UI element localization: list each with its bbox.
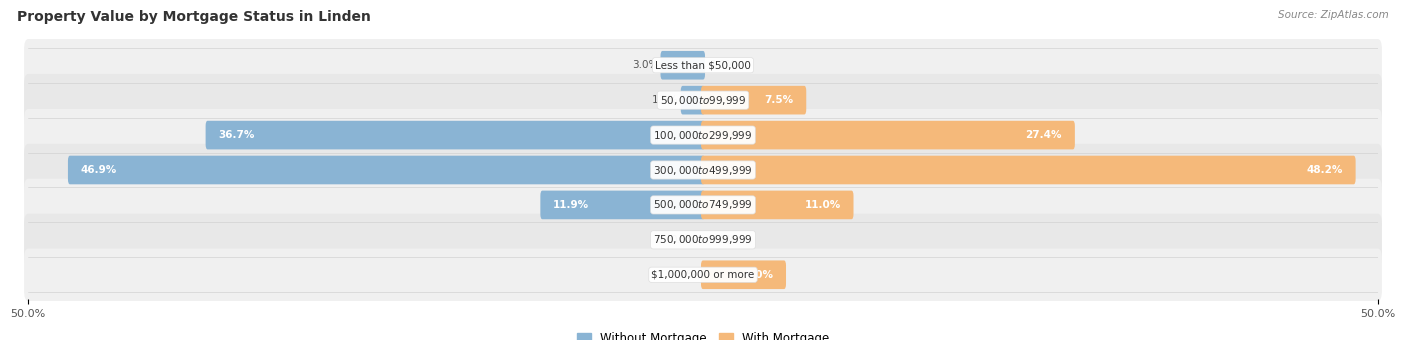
FancyBboxPatch shape	[540, 191, 704, 219]
FancyBboxPatch shape	[24, 39, 1382, 91]
FancyBboxPatch shape	[24, 179, 1382, 231]
Text: $750,000 to $999,999: $750,000 to $999,999	[654, 233, 752, 246]
Text: Less than $50,000: Less than $50,000	[655, 60, 751, 70]
Text: Source: ZipAtlas.com: Source: ZipAtlas.com	[1278, 10, 1389, 20]
FancyBboxPatch shape	[24, 74, 1382, 126]
Text: 0.0%: 0.0%	[710, 60, 735, 70]
FancyBboxPatch shape	[702, 260, 786, 289]
Text: $500,000 to $749,999: $500,000 to $749,999	[654, 199, 752, 211]
FancyBboxPatch shape	[24, 109, 1382, 161]
Text: 27.4%: 27.4%	[1025, 130, 1062, 140]
Text: Property Value by Mortgage Status in Linden: Property Value by Mortgage Status in Lin…	[17, 10, 371, 24]
FancyBboxPatch shape	[702, 191, 853, 219]
Text: $300,000 to $499,999: $300,000 to $499,999	[654, 164, 752, 176]
Text: 46.9%: 46.9%	[80, 165, 117, 175]
Text: $100,000 to $299,999: $100,000 to $299,999	[654, 129, 752, 141]
FancyBboxPatch shape	[24, 249, 1382, 301]
Text: 0.0%: 0.0%	[671, 270, 696, 280]
Text: 1.5%: 1.5%	[652, 95, 679, 105]
FancyBboxPatch shape	[702, 121, 1074, 149]
Text: $1,000,000 or more: $1,000,000 or more	[651, 270, 755, 280]
FancyBboxPatch shape	[24, 214, 1382, 266]
Text: 3.0%: 3.0%	[633, 60, 658, 70]
Legend: Without Mortgage, With Mortgage: Without Mortgage, With Mortgage	[572, 328, 834, 340]
FancyBboxPatch shape	[702, 156, 1355, 184]
Text: $50,000 to $99,999: $50,000 to $99,999	[659, 94, 747, 107]
FancyBboxPatch shape	[702, 86, 806, 115]
FancyBboxPatch shape	[661, 51, 704, 80]
Text: 36.7%: 36.7%	[218, 130, 254, 140]
Text: 0.0%: 0.0%	[671, 235, 696, 245]
Text: 11.9%: 11.9%	[553, 200, 589, 210]
FancyBboxPatch shape	[67, 156, 704, 184]
FancyBboxPatch shape	[205, 121, 704, 149]
Text: 7.5%: 7.5%	[765, 95, 793, 105]
Text: 48.2%: 48.2%	[1306, 165, 1343, 175]
Text: 0.0%: 0.0%	[710, 235, 735, 245]
FancyBboxPatch shape	[681, 86, 704, 115]
Text: 6.0%: 6.0%	[744, 270, 773, 280]
FancyBboxPatch shape	[24, 144, 1382, 196]
Text: 11.0%: 11.0%	[804, 200, 841, 210]
